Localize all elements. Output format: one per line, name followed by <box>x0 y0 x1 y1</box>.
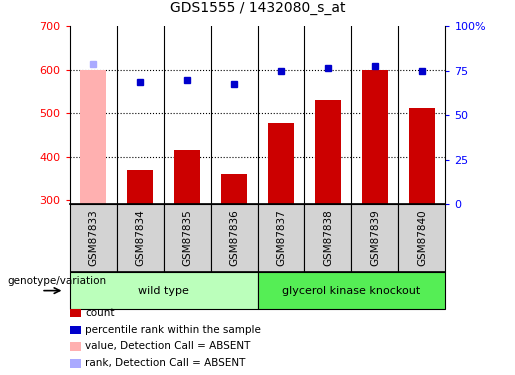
Text: GSM87837: GSM87837 <box>276 210 286 267</box>
Text: glycerol kinase knockout: glycerol kinase knockout <box>282 286 421 296</box>
Bar <box>362 70 388 204</box>
Bar <box>164 204 211 272</box>
Bar <box>116 204 164 272</box>
Bar <box>127 170 153 204</box>
Bar <box>221 174 247 204</box>
Bar <box>70 326 81 334</box>
Text: GSM87838: GSM87838 <box>323 210 333 267</box>
Text: GDS1555 / 1432080_s_at: GDS1555 / 1432080_s_at <box>170 1 345 15</box>
Text: rank, Detection Call = ABSENT: rank, Detection Call = ABSENT <box>85 358 245 368</box>
Text: count: count <box>85 308 114 318</box>
Bar <box>409 108 435 204</box>
Text: value, Detection Call = ABSENT: value, Detection Call = ABSENT <box>85 342 250 351</box>
Text: GSM87840: GSM87840 <box>417 210 427 266</box>
Text: percentile rank within the sample: percentile rank within the sample <box>85 325 261 334</box>
Bar <box>174 150 200 204</box>
Bar <box>70 204 116 272</box>
Bar <box>258 204 304 272</box>
Text: GSM87833: GSM87833 <box>88 210 98 267</box>
Bar <box>80 70 106 204</box>
Text: GSM87839: GSM87839 <box>370 210 380 267</box>
Text: GSM87835: GSM87835 <box>182 210 192 267</box>
Bar <box>70 342 81 351</box>
Bar <box>352 204 399 272</box>
Text: GSM87836: GSM87836 <box>229 210 239 267</box>
Bar <box>211 204 258 272</box>
Text: genotype/variation: genotype/variation <box>8 276 107 286</box>
Text: GSM87834: GSM87834 <box>135 210 145 267</box>
Bar <box>70 309 81 317</box>
Bar <box>70 359 81 368</box>
Bar <box>268 123 294 204</box>
Bar <box>70 272 258 309</box>
Bar <box>304 204 352 272</box>
Bar <box>258 272 445 309</box>
Text: wild type: wild type <box>138 286 189 296</box>
Bar <box>315 100 341 204</box>
Bar <box>399 204 445 272</box>
